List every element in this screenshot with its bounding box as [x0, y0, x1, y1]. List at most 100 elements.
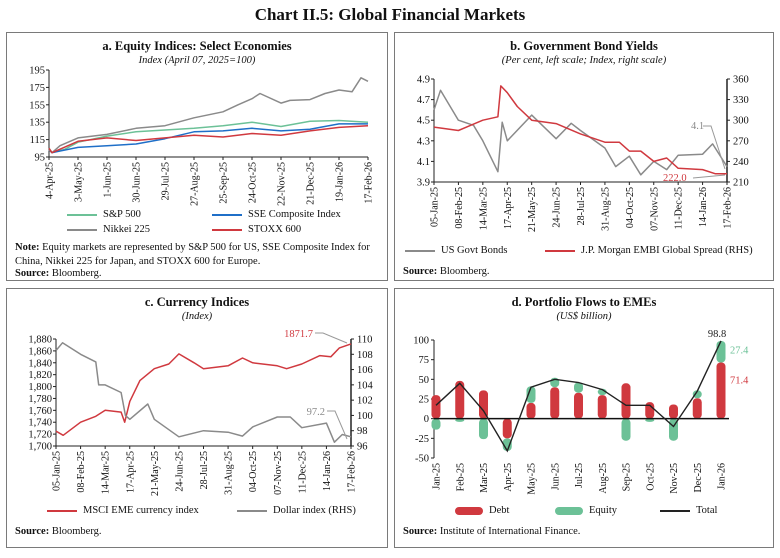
legend-swatch — [212, 228, 242, 231]
y2-tick-label: 330 — [733, 95, 749, 106]
y-tick-label: 25 — [419, 395, 430, 406]
series-line-sse-composite-index — [48, 123, 368, 154]
x-tick-label: Feb-25 — [455, 463, 466, 491]
panel-subtitle: Index (April 07, 2025=100) — [138, 55, 256, 66]
y2-tick-label: 102 — [357, 396, 373, 407]
y2-tick-label: 270 — [733, 136, 749, 147]
y-tick-label: 0 — [424, 414, 429, 425]
y-tick-label: 95 — [35, 153, 46, 164]
y-tick-label: 1,880 — [28, 335, 52, 346]
legend-item: STOXX 600 — [212, 224, 301, 235]
y2-tick-label: 98 — [357, 426, 368, 437]
source-label: Source: — [403, 266, 438, 277]
y2-tick-label: 100 — [357, 411, 373, 422]
legend-swatch — [47, 509, 77, 512]
panel-currency-indices: c. Currency Indices (Index) 1,700 1,720 1,… — [6, 288, 388, 548]
y-tick-label: 4.5 — [417, 116, 430, 127]
bar-debt — [574, 392, 583, 419]
panel-equity-indices: a. Equity Indices: Select Economies Inde… — [6, 32, 388, 281]
bar-debt — [669, 404, 678, 419]
y2-tick-label: 300 — [733, 116, 749, 127]
x-tick-label: 04-Oct-25 — [625, 187, 636, 228]
x-tick-label: 14-Jan-26 — [322, 451, 333, 491]
y2-tick-label: 104 — [357, 380, 374, 391]
x-tick-label: 4-Apr-25 — [45, 162, 56, 199]
bar-debt — [597, 395, 607, 419]
y-tick-label: 1,860 — [28, 346, 52, 357]
legend-label: MSCI EME currency index — [83, 505, 199, 516]
series-line-stoxx-600 — [48, 124, 369, 154]
x-tick-label: Sep-25 — [622, 463, 633, 491]
panel-portfolio-flows: d. Portfolio Flows to EMEs (US$ billion)… — [394, 288, 774, 548]
series-line-j-p-morgan-embi-global-spread-rhs- — [433, 85, 727, 175]
legend-swatch — [67, 213, 97, 216]
bar-equity — [692, 390, 702, 399]
x-tick-label: Jan-25 — [432, 463, 443, 490]
panel-title: c. Currency Indices — [144, 295, 250, 309]
bar-debt — [502, 418, 512, 439]
legend-swatch — [67, 228, 97, 231]
panel-source: Source: Bloomberg. — [15, 525, 381, 539]
legend-item: SSE Composite Index — [212, 209, 341, 220]
x-tick-label: 14-Mar-25 — [478, 187, 489, 230]
x-tick-label: 24-Jun-25 — [174, 451, 185, 492]
x-tick-label: 07-Nov-25 — [273, 451, 284, 495]
panel-note: Note: Equity markets are represented by … — [15, 241, 381, 269]
y-tick-label: 4.9 — [417, 75, 430, 86]
bar-equity — [574, 382, 583, 393]
legend-swatch — [237, 509, 267, 512]
x-tick-label: Dec-25 — [693, 463, 704, 492]
x-tick-label: 24-Oct-25 — [248, 162, 259, 203]
leader-line — [315, 332, 348, 344]
bar-equity — [526, 386, 536, 403]
x-tick-label: 11-Dec-25 — [674, 187, 685, 229]
legend-item: Debt — [455, 505, 509, 516]
legend-swatch — [555, 506, 583, 515]
y-tick-label: 1,700 — [28, 442, 52, 453]
panel-source: Source: Institute of International Finan… — [403, 525, 767, 539]
y-tick-label: 135 — [29, 118, 45, 129]
series-line-dollar-index-rhs- — [55, 342, 352, 443]
y2-tick-label: 96 — [357, 442, 368, 453]
legend-label: S&P 500 — [103, 209, 141, 220]
x-tick-label: 27-Aug-25 — [190, 162, 201, 206]
y-tick-label: -25 — [415, 434, 429, 445]
x-tick-label: 30-Jun-25 — [132, 162, 143, 203]
y-tick-label: 1,840 — [28, 358, 52, 369]
x-tick-label: 31-Aug-25 — [600, 187, 611, 231]
y-tick-label: 115 — [30, 135, 45, 146]
bar-equity — [716, 340, 726, 363]
x-tick-label: 11-Dec-25 — [297, 451, 308, 493]
x-tick-label: Jan-26 — [717, 463, 728, 490]
series-line-us-govt-bonds — [433, 89, 728, 176]
chart-main-title: Chart II.5: Global Financial Markets — [254, 5, 526, 24]
x-tick-label: 22-Nov-25 — [277, 162, 288, 206]
x-tick-label: 08-Feb-25 — [76, 451, 87, 493]
legend-swatch — [405, 249, 435, 252]
legend-label: Nikkei 225 — [103, 224, 150, 235]
data-label: 27.4 — [730, 345, 749, 356]
x-tick-label: Mar-25 — [479, 463, 490, 493]
legend-label: J.P. Morgan EMBI Global Spread (RHS) — [581, 245, 753, 256]
series-line-msci-eme-currency-index — [55, 343, 352, 437]
x-tick-label: 21-May-25 — [527, 187, 538, 232]
y-tick-label: 195 — [29, 66, 45, 77]
x-tick-label: Jul-25 — [574, 463, 585, 488]
x-tick-label: 08-Feb-25 — [454, 187, 465, 229]
data-label: 97.2 — [307, 407, 325, 418]
bar-debt — [550, 387, 560, 419]
x-tick-label: 24-Jun-25 — [552, 187, 563, 228]
y2-tick-label: 106 — [357, 365, 373, 376]
y-tick-label: 1,720 — [28, 430, 52, 441]
bar-equity — [455, 418, 465, 422]
bar-equity — [645, 418, 655, 422]
legend-item: US Govt Bonds — [405, 245, 508, 256]
x-tick-label: 14-Mar-25 — [101, 451, 112, 494]
legend-item: Nikkei 225 — [67, 224, 150, 235]
x-tick-label: 21-May-25 — [150, 451, 161, 496]
y-tick-label: 4.1 — [417, 157, 430, 168]
legend-label: STOXX 600 — [248, 224, 302, 235]
panel-source: Source: Bloomberg. — [15, 267, 381, 281]
legend-item: S&P 500 — [67, 209, 141, 220]
